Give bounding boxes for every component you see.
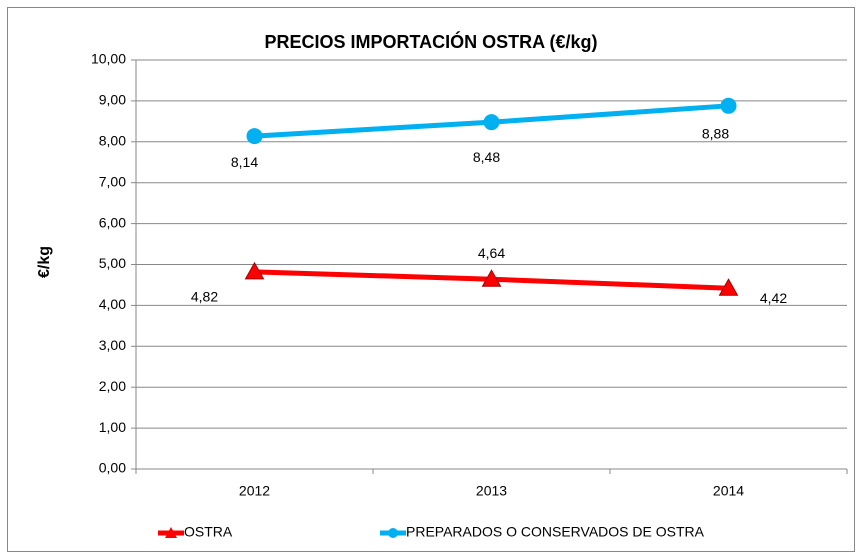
data-label: 4,64 [478, 245, 505, 261]
data-point [246, 128, 263, 145]
data-label: 4,82 [191, 289, 218, 305]
y-tick-label: 1,00 [99, 419, 126, 435]
data-point [483, 114, 500, 131]
y-tick-label: 5,00 [99, 255, 126, 271]
data-point [720, 97, 737, 114]
data-point [718, 278, 739, 296]
legend-marker [165, 527, 177, 538]
y-tick-label: 7,00 [99, 173, 126, 189]
legend-label: PREPARADOS O CONSERVADOS DE OSTRA [406, 524, 705, 540]
y-tick-label: 6,00 [99, 214, 126, 230]
x-tick-label: 2014 [713, 483, 744, 499]
data-label: 8,14 [231, 154, 258, 170]
legend-label: OSTRA [184, 524, 233, 540]
y-tick-label: 3,00 [99, 337, 126, 353]
data-point [481, 269, 502, 287]
y-tick-label: 8,00 [99, 133, 126, 149]
y-tick-label: 10,00 [91, 51, 126, 67]
x-tick-label: 2012 [239, 483, 270, 499]
data-label: 8,48 [473, 149, 500, 165]
legend-marker [388, 528, 398, 538]
chart-title: PRECIOS IMPORTACIÓN OSTRA (€/kg) [264, 31, 597, 52]
data-label: 4,42 [760, 290, 787, 306]
data-label: 8,88 [702, 126, 729, 142]
y-tick-label: 0,00 [99, 460, 126, 476]
y-tick-label: 2,00 [99, 378, 126, 394]
data-point [244, 261, 265, 280]
x-tick-label: 2013 [476, 483, 507, 499]
y-axis-label: €/kg [36, 246, 53, 278]
y-tick-label: 9,00 [99, 92, 126, 108]
y-tick-label: 4,00 [99, 296, 126, 312]
